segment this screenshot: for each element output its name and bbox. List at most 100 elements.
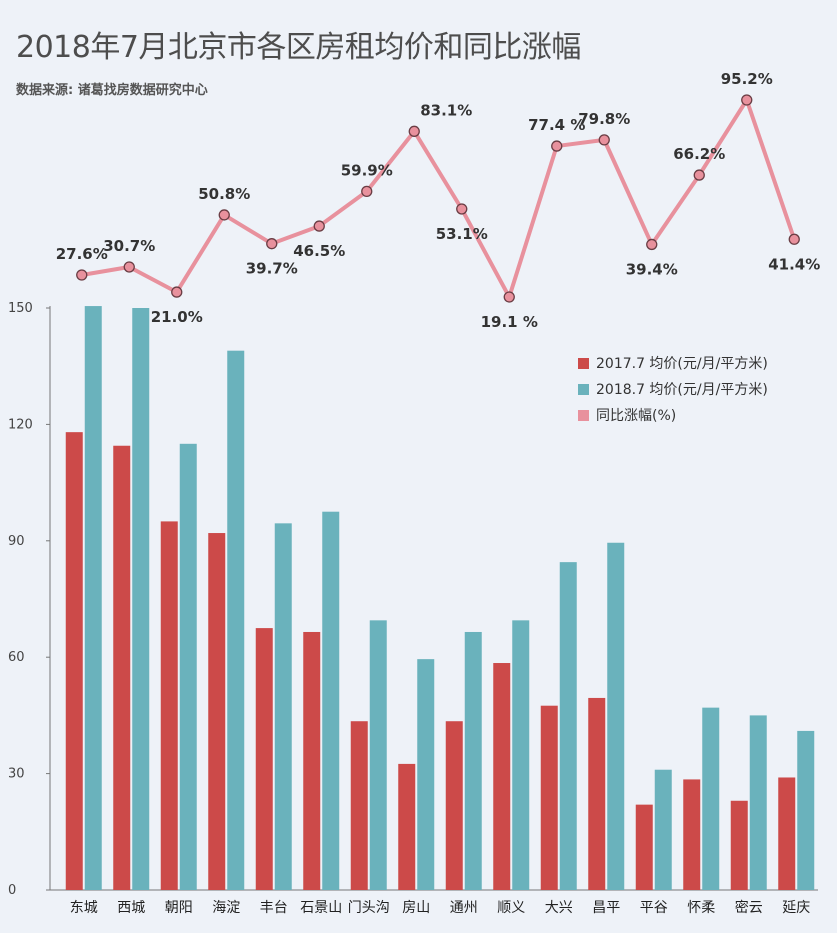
y-tick-label: 60 bbox=[8, 650, 25, 665]
bar-2017 bbox=[303, 631, 321, 890]
x-category-label: 顺义 bbox=[497, 900, 525, 916]
growth-marker bbox=[551, 140, 563, 152]
growth-marker bbox=[598, 134, 610, 146]
bar-2017 bbox=[65, 432, 83, 890]
growth-marker bbox=[788, 233, 800, 245]
legend-label-2017: 2017.7 均价(元/月/平方米) bbox=[596, 356, 768, 372]
x-category-label: 丰台 bbox=[260, 900, 288, 916]
growth-marker bbox=[313, 220, 325, 232]
bar-2017 bbox=[540, 705, 558, 890]
growth-value-label: 39.7% bbox=[246, 260, 298, 278]
bar-2018 bbox=[702, 707, 720, 890]
bar-2018 bbox=[274, 523, 292, 890]
chart-legend: 2017.7 均价(元/月/平方米) 2018.7 均价(元/月/平方米) 同比… bbox=[578, 350, 768, 428]
x-category-label: 朝阳 bbox=[165, 900, 193, 916]
bar-2017 bbox=[683, 779, 701, 890]
growth-marker bbox=[646, 238, 658, 251]
growth-value-label: 50.8% bbox=[198, 185, 250, 203]
legend-item-2017: 2017.7 均价(元/月/平方米) bbox=[578, 350, 768, 376]
x-category-label: 延庆 bbox=[782, 900, 810, 916]
x-category-label: 昌平 bbox=[592, 900, 620, 916]
bar-2017 bbox=[730, 800, 748, 890]
growth-value-label: 77.4 % bbox=[528, 116, 585, 134]
bar-2017 bbox=[445, 721, 463, 890]
bar-2017 bbox=[398, 763, 416, 890]
y-tick-label: 30 bbox=[8, 767, 25, 782]
growth-marker bbox=[76, 269, 88, 281]
growth-value-label: 53.1% bbox=[436, 225, 488, 243]
growth-line bbox=[81, 98, 797, 299]
bar-2018 bbox=[797, 730, 815, 890]
x-category-label: 东城 bbox=[70, 900, 98, 916]
growth-value-label: 19.1 % bbox=[481, 313, 538, 331]
growth-value-label: 30.7% bbox=[103, 237, 155, 255]
growth-marker bbox=[503, 291, 515, 303]
bar-2018 bbox=[559, 562, 577, 890]
bar-2018 bbox=[417, 659, 435, 890]
x-category-label: 西城 bbox=[117, 900, 145, 916]
growth-value-label: 41.4% bbox=[768, 255, 820, 273]
x-category-label: 大兴 bbox=[545, 900, 573, 916]
bar-2018 bbox=[84, 306, 102, 890]
legend-label-growth: 同比涨幅(%) bbox=[596, 408, 677, 424]
bar-2018 bbox=[749, 715, 767, 890]
x-category-label: 石景山 bbox=[300, 900, 342, 916]
legend-swatch-2018 bbox=[578, 383, 589, 395]
growth-value-label: 21.0% bbox=[151, 308, 203, 326]
growth-value-label: 27.6% bbox=[56, 245, 108, 263]
legend-item-2018: 2018.7 均价(元/月/平方米) bbox=[578, 376, 768, 402]
growth-marker bbox=[456, 203, 468, 215]
growth-marker bbox=[693, 169, 705, 181]
growth-value-label: 39.4% bbox=[626, 260, 678, 278]
growth-value-label: 46.5% bbox=[293, 242, 345, 260]
bar-2017 bbox=[160, 521, 178, 890]
growth-value-label: 66.2% bbox=[673, 145, 725, 163]
chart-source: 数据来源: 诸葛找房数据研究中心 bbox=[16, 83, 208, 98]
growth-marker bbox=[171, 286, 183, 298]
bar-2017 bbox=[208, 533, 226, 890]
bar-2017 bbox=[588, 697, 606, 890]
bar-2018 bbox=[654, 769, 672, 890]
growth-value-label: 79.8% bbox=[578, 110, 630, 128]
y-tick-label: 0 bbox=[8, 883, 16, 898]
bar-2017 bbox=[635, 804, 653, 890]
growth-marker bbox=[218, 209, 230, 221]
bar-2018 bbox=[607, 542, 625, 890]
bar-2017 bbox=[778, 777, 796, 890]
legend-swatch-2017 bbox=[578, 357, 589, 369]
y-tick-label: 150 bbox=[8, 301, 33, 316]
x-category-label: 海淀 bbox=[212, 900, 240, 916]
x-category-label: 门头沟 bbox=[348, 900, 390, 916]
bar-2018 bbox=[369, 620, 387, 890]
bar-2018 bbox=[132, 308, 150, 890]
growth-value-label: 83.1% bbox=[420, 101, 472, 119]
growth-marker bbox=[266, 238, 278, 250]
x-category-label: 房山 bbox=[402, 900, 430, 916]
y-tick-label: 120 bbox=[8, 417, 33, 432]
bar-2018 bbox=[179, 443, 197, 890]
legend-swatch-growth bbox=[578, 409, 589, 421]
growth-marker bbox=[741, 94, 753, 106]
bar-2017 bbox=[113, 445, 131, 890]
bar-2018 bbox=[464, 631, 482, 890]
x-category-label: 通州 bbox=[450, 900, 478, 916]
bar-2018 bbox=[227, 350, 245, 890]
bar-2018 bbox=[322, 511, 340, 890]
legend-item-growth: 同比涨幅(%) bbox=[578, 402, 768, 428]
x-category-label: 密云 bbox=[735, 899, 763, 916]
bar-2017 bbox=[255, 628, 273, 890]
x-category-label: 平谷 bbox=[640, 900, 668, 916]
growth-value-label: 95.2% bbox=[721, 70, 773, 88]
legend-label-2018: 2018.7 均价(元/月/平方米) bbox=[596, 382, 768, 398]
y-tick-label: 90 bbox=[8, 534, 25, 549]
bar-2018 bbox=[512, 620, 530, 890]
x-category-label: 怀柔 bbox=[687, 900, 715, 916]
growth-marker bbox=[123, 261, 135, 273]
growth-value-label: 59.9% bbox=[341, 161, 393, 179]
growth-marker bbox=[408, 125, 420, 137]
bar-2017 bbox=[350, 721, 368, 890]
bar-2017 bbox=[493, 663, 511, 890]
growth-marker bbox=[361, 185, 373, 198]
chart-title: 2018年7月北京市各区房租均价和同比涨幅 bbox=[16, 30, 581, 65]
